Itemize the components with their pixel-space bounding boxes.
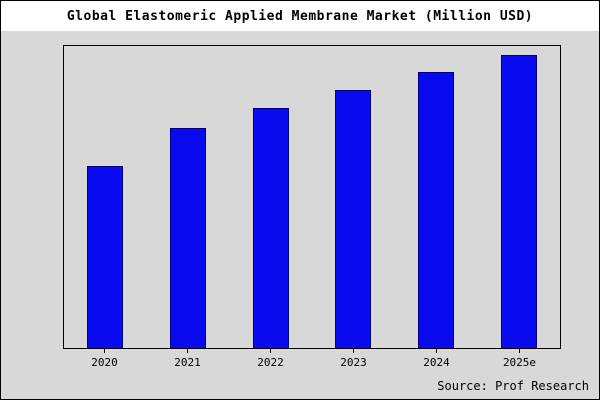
x-tick-label: 2022 xyxy=(257,356,284,369)
x-tick-label: 2020 xyxy=(91,356,118,369)
bar-cell xyxy=(147,46,230,348)
x-tick: 2022 xyxy=(229,349,312,369)
tick-mark-icon xyxy=(187,349,188,353)
bar-2023 xyxy=(335,89,372,348)
x-tick: 2023 xyxy=(312,349,395,369)
bar-cell xyxy=(477,46,560,348)
source-text: Source: Prof Research xyxy=(437,379,589,393)
x-axis-labels: 2020 2021 2022 2023 2024 2025e xyxy=(63,349,561,369)
tick-mark-icon xyxy=(353,349,354,353)
plot-area xyxy=(63,45,561,349)
bar-2024 xyxy=(418,72,455,348)
x-tick-label: 2023 xyxy=(340,356,367,369)
title-strip: Global Elastomeric Applied Membrane Mark… xyxy=(1,1,599,31)
x-tick: 2020 xyxy=(63,349,146,369)
bars xyxy=(64,46,560,348)
tick-mark-icon xyxy=(104,349,105,353)
x-tick-label: 2024 xyxy=(423,356,450,369)
tick-mark-icon xyxy=(436,349,437,353)
bar-cell xyxy=(395,46,478,348)
x-tick: 2025e xyxy=(478,349,561,369)
bar-2020 xyxy=(87,166,124,348)
tick-mark-icon xyxy=(270,349,271,353)
bar-cell xyxy=(229,46,312,348)
bar-2021 xyxy=(170,128,206,348)
x-tick: 2021 xyxy=(146,349,229,369)
bar-cell xyxy=(312,46,395,348)
x-tick-label: 2025e xyxy=(502,356,537,369)
bar-2022 xyxy=(252,107,289,348)
tick-mark-icon xyxy=(519,349,520,353)
x-tick: 2024 xyxy=(395,349,478,369)
bar-2025e xyxy=(500,54,537,348)
bar-cell xyxy=(64,46,147,348)
chart-title: Global Elastomeric Applied Membrane Mark… xyxy=(66,8,534,24)
x-tick-label: 2021 xyxy=(174,356,201,369)
